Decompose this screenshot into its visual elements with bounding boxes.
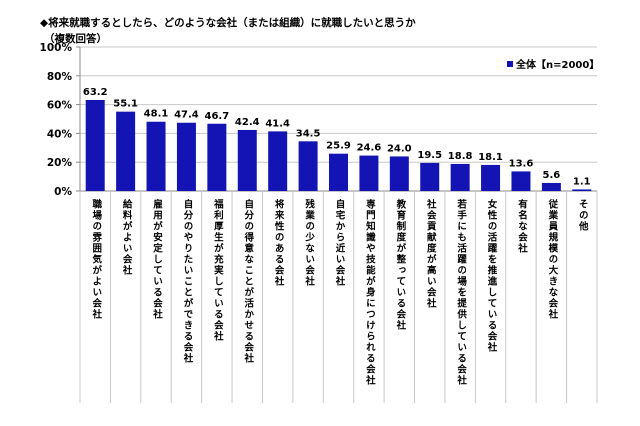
bar-value-label: 13.6	[509, 158, 534, 169]
bar	[298, 141, 318, 191]
legend-swatch	[507, 60, 513, 67]
chart-title: ◆将来就職するとしたら、どのような会社（または組織）に就職したいと思うか	[40, 17, 416, 29]
y-tick-label: 100%	[40, 42, 73, 54]
bar	[481, 164, 501, 191]
y-tick-label: 60%	[47, 100, 73, 112]
bar	[146, 121, 166, 191]
y-tick-label: 80%	[47, 71, 73, 83]
bar-value-label: 55.1	[113, 99, 138, 110]
bar	[420, 162, 440, 191]
bar-value-label: 46.7	[205, 111, 230, 122]
category-label: 若手にも活躍の場を提供している会社	[455, 199, 467, 386]
bar-value-label: 34.5	[296, 128, 321, 139]
bar-value-label: 18.8	[448, 151, 473, 162]
bar	[572, 189, 592, 191]
category-label: 従業員規模の大きな会社	[546, 199, 558, 320]
category-label: 有名な会社	[515, 199, 527, 254]
category-label: 自宅から近い会社	[333, 199, 345, 287]
category-label: 社会貢献度が高い会社	[424, 199, 436, 309]
bar-value-label: 24.0	[387, 143, 412, 154]
category-label: 福利厚生が充実している会社	[211, 199, 223, 342]
y-tick-label: 40%	[47, 128, 73, 140]
bar	[511, 171, 531, 191]
bar	[85, 99, 105, 191]
bar	[450, 163, 470, 191]
y-tick-label: 20%	[47, 157, 73, 169]
bar-value-label: 5.6	[543, 170, 561, 181]
bar-value-label: 19.5	[417, 150, 442, 161]
chart-subtitle: （複数回答）	[44, 33, 107, 45]
category-label: 自分のやりたいことができる会社	[181, 199, 193, 364]
bar-value-label: 25.9	[326, 141, 351, 152]
category-label: 専門知識や技能が身につけられる会社	[363, 199, 375, 386]
bar	[237, 129, 257, 191]
category-label: 雇用が安定している会社	[151, 199, 163, 320]
bar-value-label: 42.4	[235, 117, 260, 128]
bar-value-label: 41.4	[265, 118, 290, 129]
bar-value-label: 24.6	[357, 143, 382, 154]
bar-value-label: 48.1	[144, 109, 169, 120]
bar-value-label: 18.1	[478, 152, 503, 163]
bar	[268, 131, 288, 191]
bar	[207, 123, 227, 191]
category-label: 給料がよい会社	[120, 199, 132, 276]
category-label: 残業の少ない会社	[303, 199, 315, 287]
legend: 全体【n=2000】	[507, 56, 599, 71]
category-label: 職場の雰囲気がよい会社	[90, 199, 102, 320]
category-label: 女性の活躍を推進している会社	[485, 199, 497, 353]
legend-label: 全体【n=2000】	[516, 60, 600, 71]
y-tick-label: 0%	[54, 186, 72, 198]
category-label: その他	[576, 199, 588, 232]
category-label: 教育制度が整っている会社	[394, 199, 406, 331]
bar	[541, 182, 561, 191]
bar-value-label: 63.2	[83, 87, 108, 98]
bar	[329, 153, 348, 191]
bar-value-label: 1.1	[573, 176, 591, 187]
category-label: 自分の得意なことが活かせる会社	[242, 199, 254, 364]
bar	[176, 122, 196, 191]
bar-value-label: 47.4	[174, 110, 199, 121]
bar	[359, 155, 379, 191]
category-label: 将来性のある会社	[272, 199, 284, 287]
bar	[116, 111, 136, 191]
bar	[389, 156, 409, 191]
